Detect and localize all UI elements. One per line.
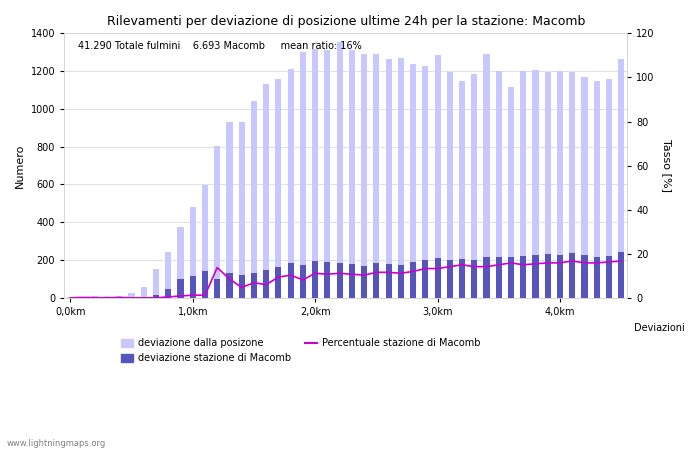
Text: 41.290 Totale fulmini    6.693 Macomb     mean ratio: 16%: 41.290 Totale fulmini 6.693 Macomb mean … bbox=[78, 41, 362, 51]
Bar bbox=[606, 256, 612, 298]
Bar bbox=[92, 297, 98, 298]
Bar bbox=[410, 262, 416, 298]
Bar bbox=[594, 81, 600, 298]
Bar bbox=[484, 54, 489, 298]
Bar bbox=[202, 271, 208, 298]
Bar bbox=[422, 260, 428, 298]
Bar bbox=[141, 288, 147, 298]
Bar bbox=[471, 260, 477, 298]
Bar bbox=[104, 296, 110, 298]
Bar bbox=[557, 71, 563, 298]
Bar bbox=[520, 256, 526, 298]
Bar bbox=[373, 263, 379, 298]
Bar bbox=[533, 255, 538, 298]
Bar bbox=[569, 253, 575, 298]
Bar bbox=[557, 255, 563, 298]
Bar bbox=[67, 297, 74, 298]
Bar bbox=[116, 296, 122, 298]
Bar bbox=[386, 59, 392, 298]
Text: www.lightningmaps.org: www.lightningmaps.org bbox=[7, 439, 106, 448]
Bar bbox=[251, 273, 257, 298]
Bar bbox=[582, 77, 587, 298]
Bar bbox=[337, 263, 343, 298]
Bar bbox=[398, 58, 404, 298]
Y-axis label: Numero: Numero bbox=[15, 144, 25, 188]
Bar bbox=[263, 270, 270, 298]
Bar bbox=[496, 71, 502, 298]
Legend: deviazione dalla posizone, deviazione stazione di Macomb, Percentuale stazione d: deviazione dalla posizone, deviazione st… bbox=[117, 334, 484, 367]
Bar bbox=[373, 54, 379, 298]
Bar bbox=[300, 265, 306, 298]
Bar bbox=[300, 52, 306, 298]
Y-axis label: Tasso [%]: Tasso [%] bbox=[662, 139, 671, 192]
Bar bbox=[214, 146, 220, 298]
Bar bbox=[226, 273, 232, 298]
Bar bbox=[226, 122, 232, 298]
Bar bbox=[349, 264, 355, 298]
Bar bbox=[337, 42, 343, 298]
Bar bbox=[447, 72, 453, 298]
Bar bbox=[288, 69, 294, 298]
Bar bbox=[312, 261, 318, 298]
Bar bbox=[361, 54, 368, 298]
Bar bbox=[288, 263, 294, 298]
Bar bbox=[190, 207, 196, 298]
Bar bbox=[606, 79, 612, 298]
Bar bbox=[324, 50, 330, 298]
Bar bbox=[496, 257, 502, 298]
Bar bbox=[533, 70, 538, 298]
Bar bbox=[508, 257, 514, 298]
Bar bbox=[471, 74, 477, 298]
Bar bbox=[484, 257, 489, 298]
Bar bbox=[153, 269, 159, 298]
Bar bbox=[422, 67, 428, 298]
Bar bbox=[386, 264, 392, 298]
Bar bbox=[569, 72, 575, 298]
Bar bbox=[435, 258, 440, 298]
Bar bbox=[594, 257, 600, 298]
Bar bbox=[275, 79, 281, 298]
Bar bbox=[618, 59, 624, 298]
Text: Deviazioni: Deviazioni bbox=[634, 323, 685, 333]
Bar bbox=[263, 84, 270, 298]
Bar bbox=[459, 259, 465, 298]
Bar bbox=[251, 101, 257, 298]
Bar bbox=[618, 252, 624, 298]
Bar bbox=[239, 275, 245, 298]
Bar bbox=[202, 185, 208, 298]
Bar bbox=[582, 255, 587, 298]
Bar bbox=[239, 122, 245, 298]
Bar bbox=[508, 87, 514, 298]
Bar bbox=[435, 55, 440, 298]
Bar bbox=[361, 266, 368, 298]
Bar bbox=[349, 50, 355, 298]
Bar bbox=[410, 63, 416, 298]
Title: Rilevamenti per deviazione di posizione ultime 24h per la stazione: Macomb: Rilevamenti per deviazione di posizione … bbox=[106, 15, 585, 28]
Bar bbox=[190, 276, 196, 298]
Bar bbox=[447, 260, 453, 298]
Bar bbox=[129, 293, 134, 298]
Bar bbox=[398, 265, 404, 298]
Bar bbox=[459, 81, 465, 298]
Bar bbox=[545, 72, 551, 298]
Bar bbox=[312, 50, 318, 298]
Bar bbox=[80, 297, 85, 298]
Bar bbox=[214, 279, 220, 298]
Bar bbox=[177, 279, 183, 298]
Bar bbox=[545, 254, 551, 298]
Bar bbox=[520, 71, 526, 298]
Bar bbox=[165, 289, 172, 298]
Bar bbox=[275, 267, 281, 298]
Bar bbox=[324, 262, 330, 298]
Bar bbox=[153, 295, 159, 298]
Bar bbox=[177, 227, 183, 298]
Bar bbox=[165, 252, 172, 298]
